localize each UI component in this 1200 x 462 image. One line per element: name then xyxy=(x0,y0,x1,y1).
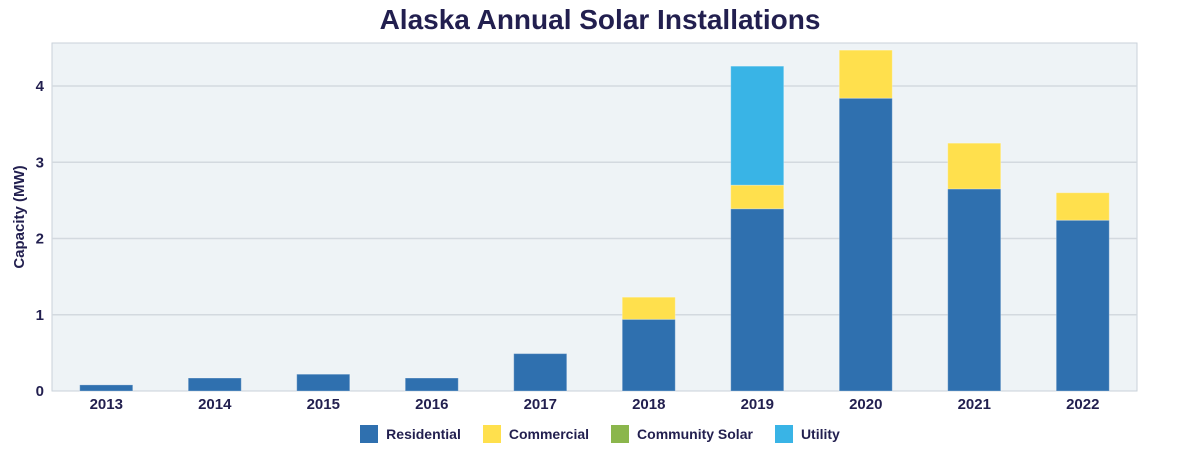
legend-swatch xyxy=(611,425,630,443)
legend-swatch xyxy=(482,425,501,443)
bar-commercial-2021 xyxy=(947,142,1002,190)
bar-commercial-2022 xyxy=(1055,192,1110,221)
legend-swatch xyxy=(360,425,379,443)
bar-commercial-2018 xyxy=(621,296,676,320)
y-tick-label: 1 xyxy=(36,307,44,324)
x-tick-label: 2021 xyxy=(958,396,991,413)
y-tick-label: 4 xyxy=(36,78,45,95)
legend-label: Commercial xyxy=(508,426,590,442)
x-tick-label: 2014 xyxy=(198,396,232,413)
x-tick-label: 2022 xyxy=(1066,396,1099,413)
bar-residential-2021 xyxy=(947,188,1002,392)
bar-commercial-2020 xyxy=(838,49,893,99)
bar-residential-2015 xyxy=(296,373,351,392)
bar-residential-2013 xyxy=(79,384,134,392)
y-axis-label: Capacity (MW) xyxy=(11,165,28,268)
bar-residential-2017 xyxy=(513,353,568,392)
x-tick-label: 2019 xyxy=(741,396,774,413)
chart-title: Alaska Annual Solar Installations xyxy=(379,4,821,35)
y-tick-label: 2 xyxy=(36,231,44,248)
legend-swatch xyxy=(774,425,793,443)
x-tick-label: 2018 xyxy=(632,396,665,413)
legend-item-commercial[interactable]: Commercial xyxy=(482,425,590,443)
bar-residential-2016 xyxy=(404,377,459,392)
x-tick-label: 2015 xyxy=(307,396,340,413)
x-tick-label: 2016 xyxy=(415,396,448,413)
bar-residential-2019 xyxy=(730,208,785,392)
bar-residential-2018 xyxy=(621,318,676,392)
bar-commercial-2019 xyxy=(730,184,785,210)
y-tick-label: 3 xyxy=(36,154,44,171)
x-tick-label: 2020 xyxy=(849,396,882,413)
legend-label: Community Solar xyxy=(637,426,753,442)
bar-utility-2019 xyxy=(730,65,785,186)
bar-residential-2022 xyxy=(1055,219,1110,392)
legend-item-utility[interactable]: Utility xyxy=(774,425,840,443)
legend-label: Utility xyxy=(800,426,840,442)
x-tick-label: 2017 xyxy=(524,396,557,413)
bar-residential-2014 xyxy=(187,377,242,392)
legend-item-residential[interactable]: Residential xyxy=(360,425,461,443)
legend-item-community-solar[interactable]: Community Solar xyxy=(611,425,753,443)
x-tick-label: 2013 xyxy=(90,396,123,413)
legend: Residential Commercial Community Solar Util… xyxy=(0,425,1200,443)
legend-label: Residential xyxy=(386,426,461,442)
y-tick-label: 0 xyxy=(36,383,44,400)
bar-residential-2020 xyxy=(838,97,893,392)
